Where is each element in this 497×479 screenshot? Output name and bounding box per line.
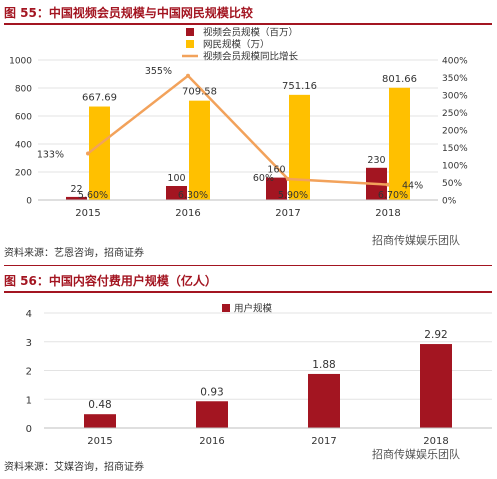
right-tick-label: 350% bbox=[442, 74, 468, 84]
growth-point bbox=[86, 151, 90, 156]
y-tick-label: 0 bbox=[26, 424, 32, 435]
chart-56-bars bbox=[84, 344, 452, 428]
watermark-2: 招商传媒娱乐团队 bbox=[372, 448, 460, 461]
bar-label: 751.16 bbox=[282, 81, 317, 92]
bar-label: 801.66 bbox=[382, 74, 417, 85]
chart-56-grid bbox=[44, 312, 492, 400]
bar-value-label: 0.48 bbox=[88, 399, 111, 411]
figure-56-source: 资料来源：艾媒咨询，招商证券 bbox=[4, 462, 144, 473]
chart-55-line bbox=[86, 73, 390, 187]
right-tick-label: 200% bbox=[442, 127, 468, 137]
bar-paid-users bbox=[420, 344, 452, 428]
small-percent-label: 6.70% bbox=[378, 190, 408, 201]
chart-56-legend: 用户规模 bbox=[222, 303, 273, 315]
legend-label: 用户规模 bbox=[234, 303, 273, 315]
chart-55-right-axis: 0% 50% 100% 150% 200% 250% 300% 350% 400% bbox=[442, 57, 468, 207]
bar-label: 230 bbox=[367, 155, 385, 166]
bar-netizens bbox=[289, 94, 310, 200]
bar-netizens bbox=[389, 87, 410, 200]
growth-label: 355% bbox=[145, 66, 172, 77]
right-tick-label: 150% bbox=[442, 144, 468, 154]
watermark-1: 招商传媒娱乐团队 bbox=[372, 234, 460, 247]
y-tick-label: 1 bbox=[26, 395, 32, 406]
bar-label: 160 bbox=[267, 165, 285, 176]
legend-label: 视频会员规模同比增长 bbox=[203, 51, 299, 63]
x-tick-label: 2017 bbox=[311, 436, 336, 447]
legend-label: 视频会员规模（百万） bbox=[203, 27, 298, 39]
figure-55-title: 图 55：中国视频会员规模与中国网民规模比较 bbox=[4, 6, 253, 20]
y-tick-label: 3 bbox=[26, 338, 32, 349]
figure-56-rule bbox=[4, 291, 492, 293]
left-tick-label: 800 bbox=[15, 85, 32, 95]
x-tick-label: 2018 bbox=[423, 436, 448, 447]
bar-label: 100 bbox=[167, 173, 185, 184]
x-tick-label: 2015 bbox=[75, 208, 100, 219]
x-tick-label: 2016 bbox=[199, 436, 224, 447]
small-percent-label: 5.60% bbox=[78, 190, 108, 201]
growth-label: 44% bbox=[402, 181, 423, 192]
chart-55-left-axis: 0 200 400 600 800 1000 bbox=[9, 57, 32, 207]
right-tick-label: 0% bbox=[442, 197, 457, 207]
legend-label: 网民规模（万） bbox=[203, 39, 270, 51]
left-tick-label: 200 bbox=[15, 169, 32, 179]
growth-point bbox=[286, 177, 290, 181]
bar-netizens bbox=[189, 100, 210, 200]
legend-swatch bbox=[222, 304, 230, 312]
bar-value-label: 2.92 bbox=[424, 329, 447, 341]
bar-paid-users bbox=[84, 414, 116, 428]
small-percent-label: 5.90% bbox=[278, 190, 308, 201]
left-tick-label: 1000 bbox=[9, 57, 32, 67]
growth-line bbox=[87, 74, 389, 186]
x-tick-label: 2016 bbox=[175, 208, 200, 219]
right-tick-label: 100% bbox=[442, 162, 468, 172]
chart-55-bars bbox=[66, 87, 410, 200]
chart-56-y-axis: 0 1 2 3 4 bbox=[26, 309, 32, 435]
left-tick-label: 400 bbox=[15, 141, 32, 151]
right-tick-label: 300% bbox=[442, 92, 468, 102]
chart-55-labels: 22 667.69 5.60% 100 709.58 6.30% 160 751.16 5.90… bbox=[37, 66, 423, 201]
bar-video-members bbox=[266, 177, 287, 200]
y-tick-label: 4 bbox=[26, 309, 32, 320]
chart-55: 0 200 400 600 800 1000 0% 50% 100% 150% 200% 250% 3… bbox=[9, 27, 468, 220]
right-tick-label: 50% bbox=[442, 179, 462, 189]
left-tick-label: 0 bbox=[26, 197, 32, 207]
small-percent-label: 6.30% bbox=[178, 190, 208, 201]
growth-label: 133% bbox=[37, 149, 64, 160]
left-tick-label: 600 bbox=[15, 113, 32, 123]
x-tick-label: 2015 bbox=[87, 436, 112, 447]
growth-label: 60% bbox=[253, 173, 274, 184]
bar-paid-users bbox=[308, 373, 340, 428]
x-tick-label: 2018 bbox=[375, 208, 400, 219]
legend-swatch bbox=[186, 28, 194, 36]
chart-56-labels: 0.48 0.93 1.88 2.92 bbox=[88, 329, 447, 411]
bar-paid-users bbox=[196, 401, 228, 428]
growth-point bbox=[186, 73, 190, 78]
bar-label: 22 bbox=[70, 184, 82, 195]
legend-swatch bbox=[186, 40, 194, 48]
bar-value-label: 0.93 bbox=[200, 386, 223, 398]
growth-point bbox=[386, 182, 390, 187]
bar-video-members bbox=[66, 196, 87, 200]
right-tick-label: 250% bbox=[442, 109, 468, 119]
figure-55-rule bbox=[4, 23, 492, 25]
figure-56-top-rule bbox=[4, 265, 492, 266]
chart-55-legend: 视频会员规模（百万）网民规模（万）视频会员规模同比增长 bbox=[182, 27, 299, 63]
chart-56-x-axis: 2015 2016 2017 2018 bbox=[44, 427, 492, 447]
bar-value-label: 1.88 bbox=[312, 359, 335, 371]
bar-label: 667.69 bbox=[82, 93, 117, 104]
bar-netizens bbox=[89, 106, 110, 200]
y-tick-label: 2 bbox=[26, 367, 32, 378]
right-tick-label: 400% bbox=[442, 57, 468, 67]
bar-label: 709.58 bbox=[182, 87, 217, 98]
figure-55-source: 资料来源：艺恩咨询，招商证券 bbox=[4, 248, 144, 259]
bar-video-members bbox=[166, 186, 187, 200]
chart-55-x-axis: 2015 2016 2017 2018 bbox=[38, 199, 438, 219]
x-tick-label: 2017 bbox=[275, 208, 300, 219]
figure-56-title: 图 56：中国内容付费用户规模（亿人） bbox=[4, 274, 217, 288]
